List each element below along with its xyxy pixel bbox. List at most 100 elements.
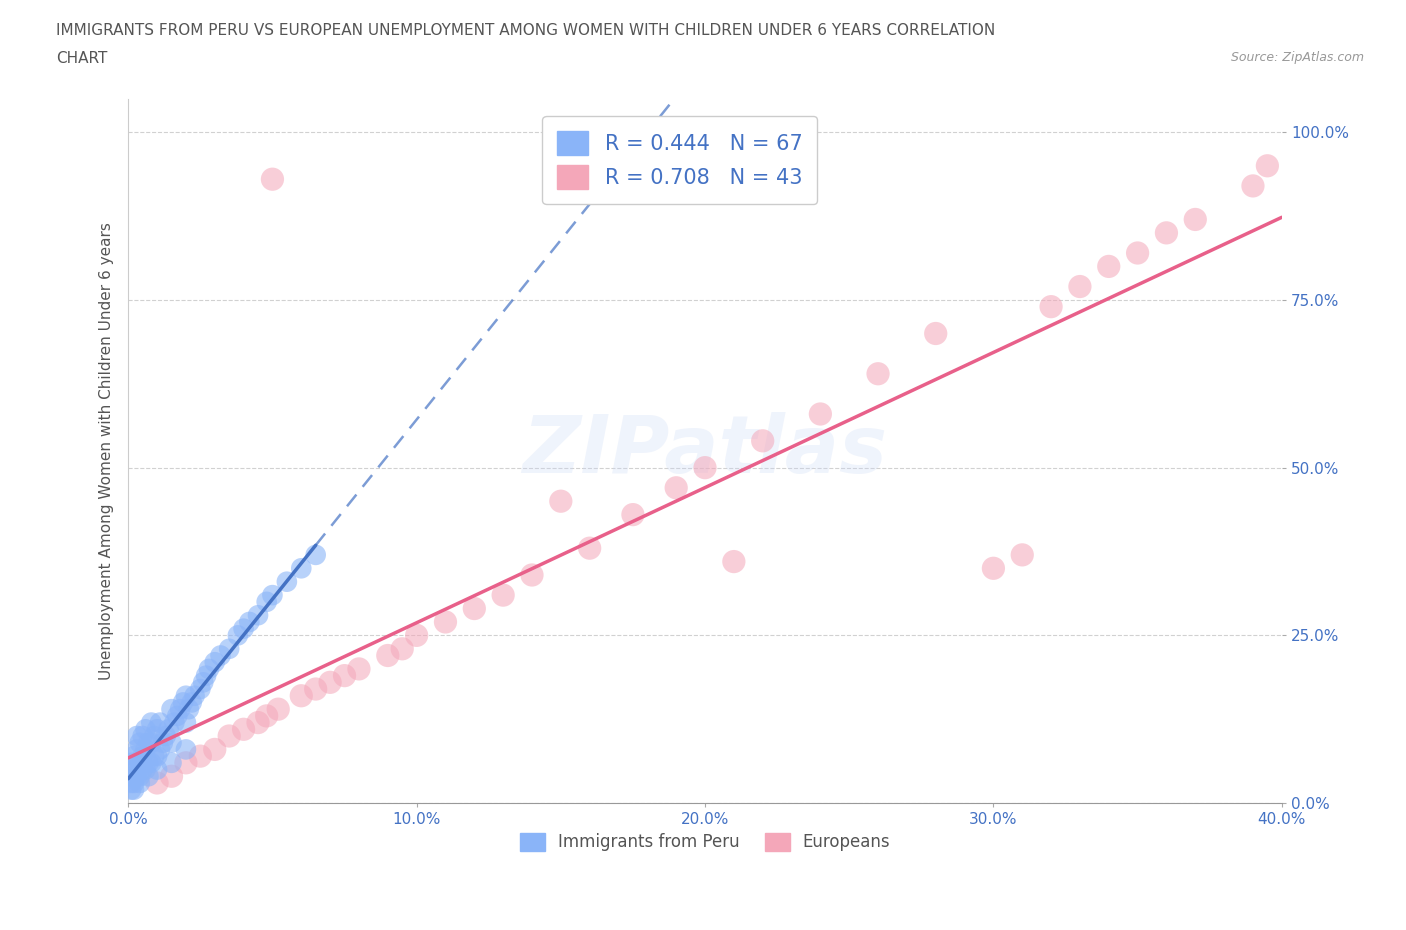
Point [128,769,150,784]
Point [463,601,485,616]
Point [204,742,226,757]
Point [232,621,254,636]
Point [218,642,240,657]
Point [377,648,399,663]
Point [149,715,172,730]
Point [218,728,240,743]
Point [405,628,427,643]
Point [135,722,157,737]
Point [1256,158,1278,173]
Point [122,776,145,790]
Point [198,661,221,676]
Text: CHART: CHART [56,51,108,66]
Point [160,702,183,717]
Point [256,709,278,724]
Point [1011,548,1033,563]
Point [1040,299,1063,314]
Point [131,762,153,777]
Point [146,749,169,764]
Point [693,460,716,475]
Point [174,715,197,730]
Point [120,776,142,790]
Legend: Immigrants from Peru, Europeans: Immigrants from Peru, Europeans [513,826,897,858]
Point [131,749,153,764]
Point [166,709,188,724]
Point [138,755,160,770]
Point [267,702,290,717]
Point [520,567,543,582]
Point [183,688,205,703]
Point [305,682,328,697]
Point [238,615,260,630]
Point [247,608,270,623]
Point [122,782,145,797]
Point [188,749,211,764]
Point [232,722,254,737]
Text: Source: ZipAtlas.com: Source: ZipAtlas.com [1230,51,1364,64]
Point [319,675,342,690]
Point [276,574,298,589]
Point [174,755,197,770]
Point [665,481,688,496]
Point [141,736,163,751]
Point [188,682,211,697]
Point [143,728,166,743]
Point [204,655,226,670]
Point [925,326,948,341]
Point [125,728,148,743]
Point [135,762,157,777]
Point [120,769,142,784]
Point [177,702,200,717]
Point [1184,212,1206,227]
Point [122,762,145,777]
Point [193,675,215,690]
Point [157,722,180,737]
Point [262,172,284,187]
Point [723,554,745,569]
Point [160,736,183,751]
Point [138,736,160,751]
Point [226,628,249,643]
Point [120,782,142,797]
Point [550,494,572,509]
Text: IMMIGRANTS FROM PERU VS EUROPEAN UNEMPLOYMENT AMONG WOMEN WITH CHILDREN UNDER 6 : IMMIGRANTS FROM PERU VS EUROPEAN UNEMPLO… [56,23,995,38]
Point [391,642,413,657]
Point [128,776,150,790]
Point [172,695,194,710]
Point [290,688,312,703]
Point [174,688,197,703]
Point [125,742,148,757]
Point [434,615,457,630]
Point [180,695,202,710]
Point [808,406,831,421]
Point [868,366,890,381]
Point [160,755,183,770]
Point [195,668,218,683]
Point [1069,279,1091,294]
Point [141,755,163,770]
Point [209,648,232,663]
Point [131,728,153,743]
Point [128,736,150,751]
Point [155,728,177,743]
Y-axis label: Unemployment Among Women with Children Under 6 years: Unemployment Among Women with Children U… [100,222,114,680]
Point [141,715,163,730]
Point [143,749,166,764]
Point [160,769,183,784]
Point [1098,259,1121,273]
Point [492,588,515,603]
Point [122,749,145,764]
Point [146,762,169,777]
Point [290,561,312,576]
Text: ZIPatlas: ZIPatlas [523,412,887,490]
Point [146,776,169,790]
Point [1156,225,1178,240]
Point [751,433,773,448]
Point [128,755,150,770]
Point [174,742,197,757]
Point [125,769,148,784]
Point [125,755,148,770]
Point [138,769,160,784]
Point [1241,179,1264,193]
Point [169,702,191,717]
